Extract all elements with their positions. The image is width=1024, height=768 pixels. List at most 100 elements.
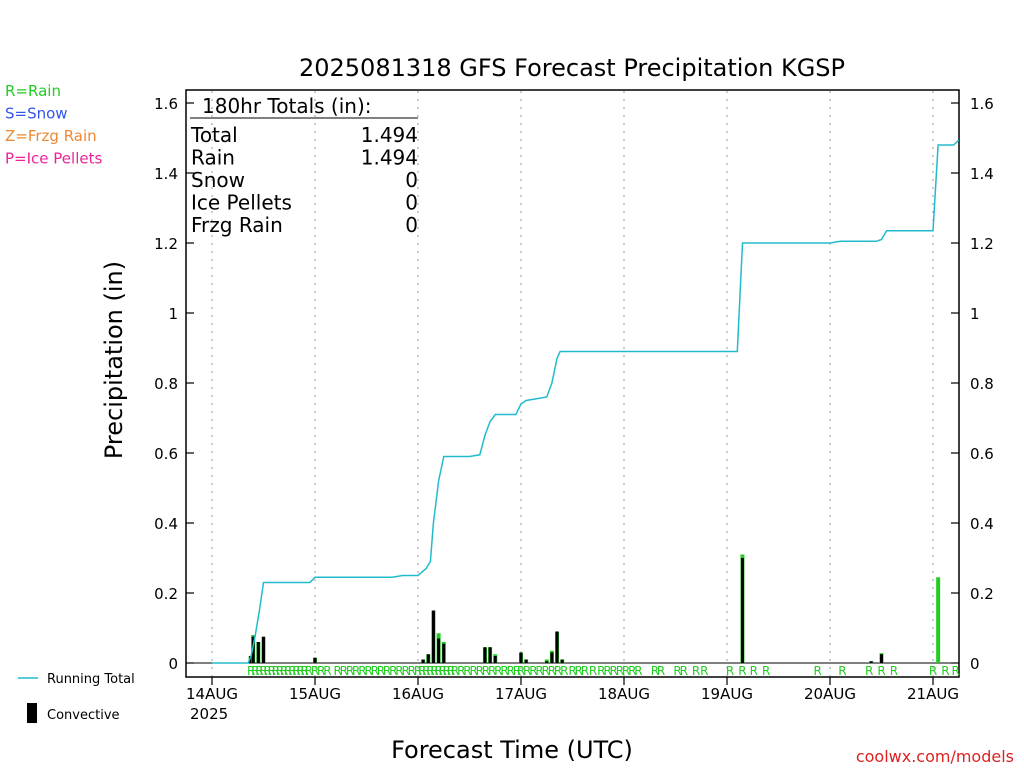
- convective-bar: [560, 659, 564, 663]
- ptype-mark: R: [726, 664, 734, 678]
- ptype-mark: R: [301, 664, 309, 678]
- ptype-mark: R: [750, 664, 758, 678]
- convective-bar: [256, 642, 260, 663]
- y-tick-label-left: 0.8: [154, 375, 178, 393]
- ptype-mark: R: [890, 664, 898, 678]
- ptype-mark: R: [877, 664, 885, 678]
- ptype-mark: R: [259, 664, 267, 678]
- ptype-mark: R: [529, 664, 537, 678]
- convective-bar: [426, 654, 430, 663]
- totals-row-label: Frzg Rain: [191, 213, 283, 237]
- convective-label: Convective: [47, 708, 120, 723]
- ptype-mark: R: [284, 664, 292, 678]
- ptype-legend-item: Z=Frzg Rain: [5, 127, 97, 145]
- ptype-mark: R: [280, 664, 288, 678]
- y-tick-label-right: 1.2: [970, 235, 994, 253]
- chart-title: 2025081318 GFS Forecast Precipitation KG…: [299, 54, 845, 82]
- convective-bar: [740, 558, 744, 663]
- y-tick-label-left: 0.2: [154, 585, 178, 603]
- x-tick-label: 15AUG: [289, 685, 341, 703]
- x-tick-label: 17AUG: [495, 685, 547, 703]
- ptype-mark: R: [443, 664, 451, 678]
- ptype-mark: R: [305, 664, 313, 678]
- ptype-mark: R: [813, 664, 821, 678]
- ptype-mark: R: [469, 664, 477, 678]
- credit-text: coolwx.com/models: [856, 747, 1014, 766]
- ptype-mark: R: [346, 664, 354, 678]
- y-tick-label-left: 0.6: [154, 445, 178, 463]
- ptype-mark: R: [288, 664, 296, 678]
- ptype-mark: R: [414, 664, 422, 678]
- ptype-mark: R: [377, 664, 385, 678]
- y-axis-left: 0 0.2 0.4 0.6 0.8 1 1.2 1.4 1.6: [154, 95, 194, 673]
- ptype-mark: R: [476, 664, 484, 678]
- ptype-mark: R: [610, 664, 618, 678]
- ptype-mark: R: [941, 664, 949, 678]
- ptype-legend-item: P=Ice Pellets: [5, 150, 102, 168]
- y-tick-label-left: 0.4: [154, 515, 178, 533]
- ptype-mark: R: [447, 664, 455, 678]
- y-tick-label-left: 1.2: [154, 235, 178, 253]
- ptype-mark: R: [268, 664, 276, 678]
- ptype-mark: R: [581, 664, 589, 678]
- x-tick-label: 16AUG: [392, 685, 444, 703]
- ptype-mark: R: [597, 664, 605, 678]
- plot-frame: [185, 89, 960, 678]
- ptype-mark: R: [255, 664, 263, 678]
- ptype-mark: R: [482, 664, 490, 678]
- totals-box: 180hr Totals (in): Total 1.494 Rain 1.494 Sn…: [190, 94, 418, 237]
- ptype-mark: R: [263, 664, 271, 678]
- running-total-label: Running Total: [47, 672, 135, 687]
- ptype-mark: R: [457, 664, 465, 678]
- convective-bar: [249, 656, 253, 663]
- ptype-mark: R: [251, 664, 259, 678]
- ptype-mark: R: [692, 664, 700, 678]
- convective-bar: [488, 647, 492, 663]
- ptype-mark: R: [929, 664, 937, 678]
- convective-bar: [519, 652, 523, 663]
- totals-row-value: 0: [405, 191, 418, 215]
- ptype-mark: R: [513, 664, 521, 678]
- running-total-line: [212, 139, 960, 664]
- ptype-mark: R: [673, 664, 681, 678]
- series-legend: Running Total Convective: [18, 672, 135, 723]
- x-tick-label: 20AUG: [804, 685, 856, 703]
- ptype-mark: R: [634, 664, 642, 678]
- ptype-mark: R: [575, 664, 583, 678]
- totals-row-value: 0: [405, 168, 418, 192]
- ptype-mark: R: [389, 664, 397, 678]
- ptype-mark: R: [554, 664, 562, 678]
- x-tick-label: 14AUG: [186, 685, 238, 703]
- totals-row-value: 1.494: [361, 123, 418, 147]
- convective-bar: [869, 661, 873, 663]
- ptype-mark: R: [383, 664, 391, 678]
- convective-bar: [524, 659, 528, 663]
- ptype-mark: R: [603, 664, 611, 678]
- ptype-mark: R: [535, 664, 543, 678]
- y-tick-label-right: 0.8: [970, 375, 994, 393]
- y-tick-label-right: 1: [970, 305, 980, 323]
- ptype-mark: R: [333, 664, 341, 678]
- ptype-mark: R: [340, 664, 348, 678]
- ptype-mark: R: [247, 664, 255, 678]
- ptype-mark: R: [352, 664, 360, 678]
- y-tick-label-right: 0.6: [970, 445, 994, 463]
- convective-bar: [437, 638, 441, 663]
- ptype-mark: R: [311, 664, 319, 678]
- precip-bars: [248, 554, 941, 663]
- ptype-mark: R: [651, 664, 659, 678]
- ptype-mark: R: [418, 664, 426, 678]
- ptype-mark: R: [951, 664, 959, 678]
- running-total-polyline: [212, 139, 960, 664]
- ptype-mark: R: [395, 664, 403, 678]
- totals-heading: 180hr Totals (in):: [202, 94, 372, 118]
- ptype-mark: R: [401, 664, 409, 678]
- ptype-mark: R: [426, 664, 434, 678]
- convective-bar: [313, 657, 317, 663]
- x-axis: 14AUG 15AUG 16AUG 17AUG 18AUG 19AUG 20AUG 21AUG: [186, 677, 959, 703]
- y-tick-label-left: 0: [168, 655, 178, 673]
- y-tick-label-right: 0.2: [970, 585, 994, 603]
- convective-bar: [545, 661, 549, 663]
- ptype-legend: R=Rain S=Snow Z=Frzg Rain P=Ice Pellets: [5, 82, 102, 168]
